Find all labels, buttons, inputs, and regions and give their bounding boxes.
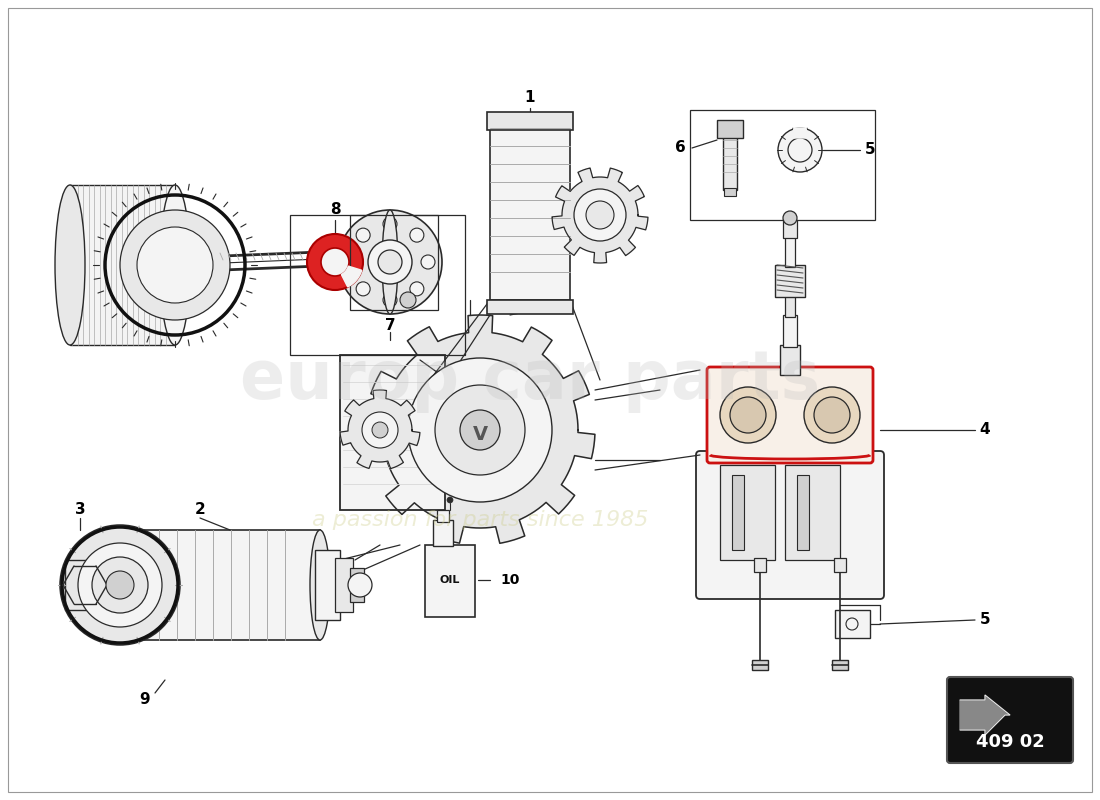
- Circle shape: [60, 525, 180, 645]
- Circle shape: [368, 240, 412, 284]
- Bar: [785, 465, 840, 560]
- Circle shape: [586, 201, 614, 229]
- Circle shape: [383, 217, 397, 231]
- Text: V: V: [472, 426, 487, 445]
- Bar: [724, 188, 736, 196]
- Ellipse shape: [55, 185, 85, 345]
- Circle shape: [138, 227, 213, 303]
- Bar: [120, 530, 320, 640]
- Circle shape: [383, 293, 397, 307]
- Polygon shape: [960, 695, 1010, 735]
- Circle shape: [720, 387, 775, 443]
- Circle shape: [348, 573, 372, 597]
- Bar: [732, 475, 744, 550]
- Circle shape: [574, 189, 626, 241]
- Circle shape: [778, 128, 822, 172]
- Circle shape: [408, 358, 552, 502]
- Bar: [340, 355, 446, 510]
- Bar: [783, 315, 798, 347]
- Circle shape: [307, 234, 363, 290]
- Text: 4: 4: [980, 422, 990, 438]
- Text: 1: 1: [525, 90, 536, 106]
- Text: 3: 3: [75, 502, 86, 518]
- Text: 5: 5: [980, 613, 990, 627]
- Circle shape: [783, 211, 798, 225]
- Circle shape: [410, 228, 424, 242]
- Circle shape: [345, 255, 359, 269]
- Bar: [717, 120, 743, 138]
- Circle shape: [814, 397, 850, 433]
- Text: 7: 7: [385, 318, 395, 333]
- Circle shape: [400, 292, 416, 308]
- Polygon shape: [552, 168, 648, 263]
- Circle shape: [730, 397, 766, 433]
- Bar: [785, 235, 795, 267]
- FancyBboxPatch shape: [696, 451, 884, 599]
- Polygon shape: [341, 266, 362, 287]
- Bar: [490, 125, 570, 300]
- Bar: [776, 265, 805, 297]
- Text: europ car parts: europ car parts: [240, 347, 821, 413]
- Bar: [487, 300, 573, 314]
- Bar: [433, 520, 453, 546]
- Bar: [832, 660, 848, 670]
- Bar: [752, 660, 768, 670]
- FancyBboxPatch shape: [947, 677, 1072, 763]
- Circle shape: [378, 250, 402, 274]
- FancyBboxPatch shape: [707, 367, 873, 463]
- Circle shape: [434, 385, 525, 475]
- Bar: [780, 345, 800, 375]
- Ellipse shape: [160, 185, 190, 345]
- Bar: [783, 220, 798, 238]
- Bar: [65, 560, 104, 610]
- Circle shape: [410, 282, 424, 296]
- Bar: [437, 510, 449, 522]
- Bar: [336, 558, 353, 612]
- Bar: [425, 545, 475, 617]
- Text: 9: 9: [140, 693, 151, 707]
- Bar: [720, 465, 775, 560]
- Bar: [350, 215, 438, 310]
- Ellipse shape: [310, 530, 330, 640]
- Text: 409 02: 409 02: [976, 733, 1044, 751]
- Circle shape: [804, 387, 860, 443]
- Circle shape: [372, 422, 388, 438]
- Bar: [754, 558, 766, 572]
- Bar: [315, 550, 340, 620]
- Circle shape: [120, 210, 230, 320]
- Circle shape: [106, 571, 134, 599]
- Bar: [834, 558, 846, 572]
- Bar: [70, 185, 175, 345]
- Circle shape: [447, 497, 453, 503]
- Text: 2: 2: [195, 502, 206, 518]
- Bar: [290, 215, 465, 355]
- Circle shape: [356, 282, 370, 296]
- Text: 5: 5: [865, 142, 876, 158]
- Ellipse shape: [382, 210, 398, 314]
- Bar: [835, 610, 870, 638]
- Circle shape: [78, 543, 162, 627]
- Text: 8: 8: [330, 202, 340, 218]
- Polygon shape: [792, 128, 808, 138]
- Text: a passion for parts since 1985: a passion for parts since 1985: [311, 510, 648, 530]
- Circle shape: [362, 412, 398, 448]
- Text: 6: 6: [674, 141, 685, 155]
- Text: 10: 10: [500, 573, 519, 587]
- Bar: [785, 295, 795, 317]
- Bar: [798, 475, 808, 550]
- Circle shape: [92, 557, 148, 613]
- Bar: [350, 568, 364, 602]
- Polygon shape: [365, 315, 595, 543]
- Circle shape: [421, 255, 434, 269]
- Circle shape: [321, 248, 349, 276]
- Circle shape: [356, 228, 370, 242]
- Bar: [723, 135, 737, 190]
- Circle shape: [338, 210, 442, 314]
- Text: OIL: OIL: [440, 575, 460, 585]
- Circle shape: [460, 410, 500, 450]
- Polygon shape: [340, 390, 420, 469]
- Bar: [487, 112, 573, 130]
- Bar: [690, 110, 875, 220]
